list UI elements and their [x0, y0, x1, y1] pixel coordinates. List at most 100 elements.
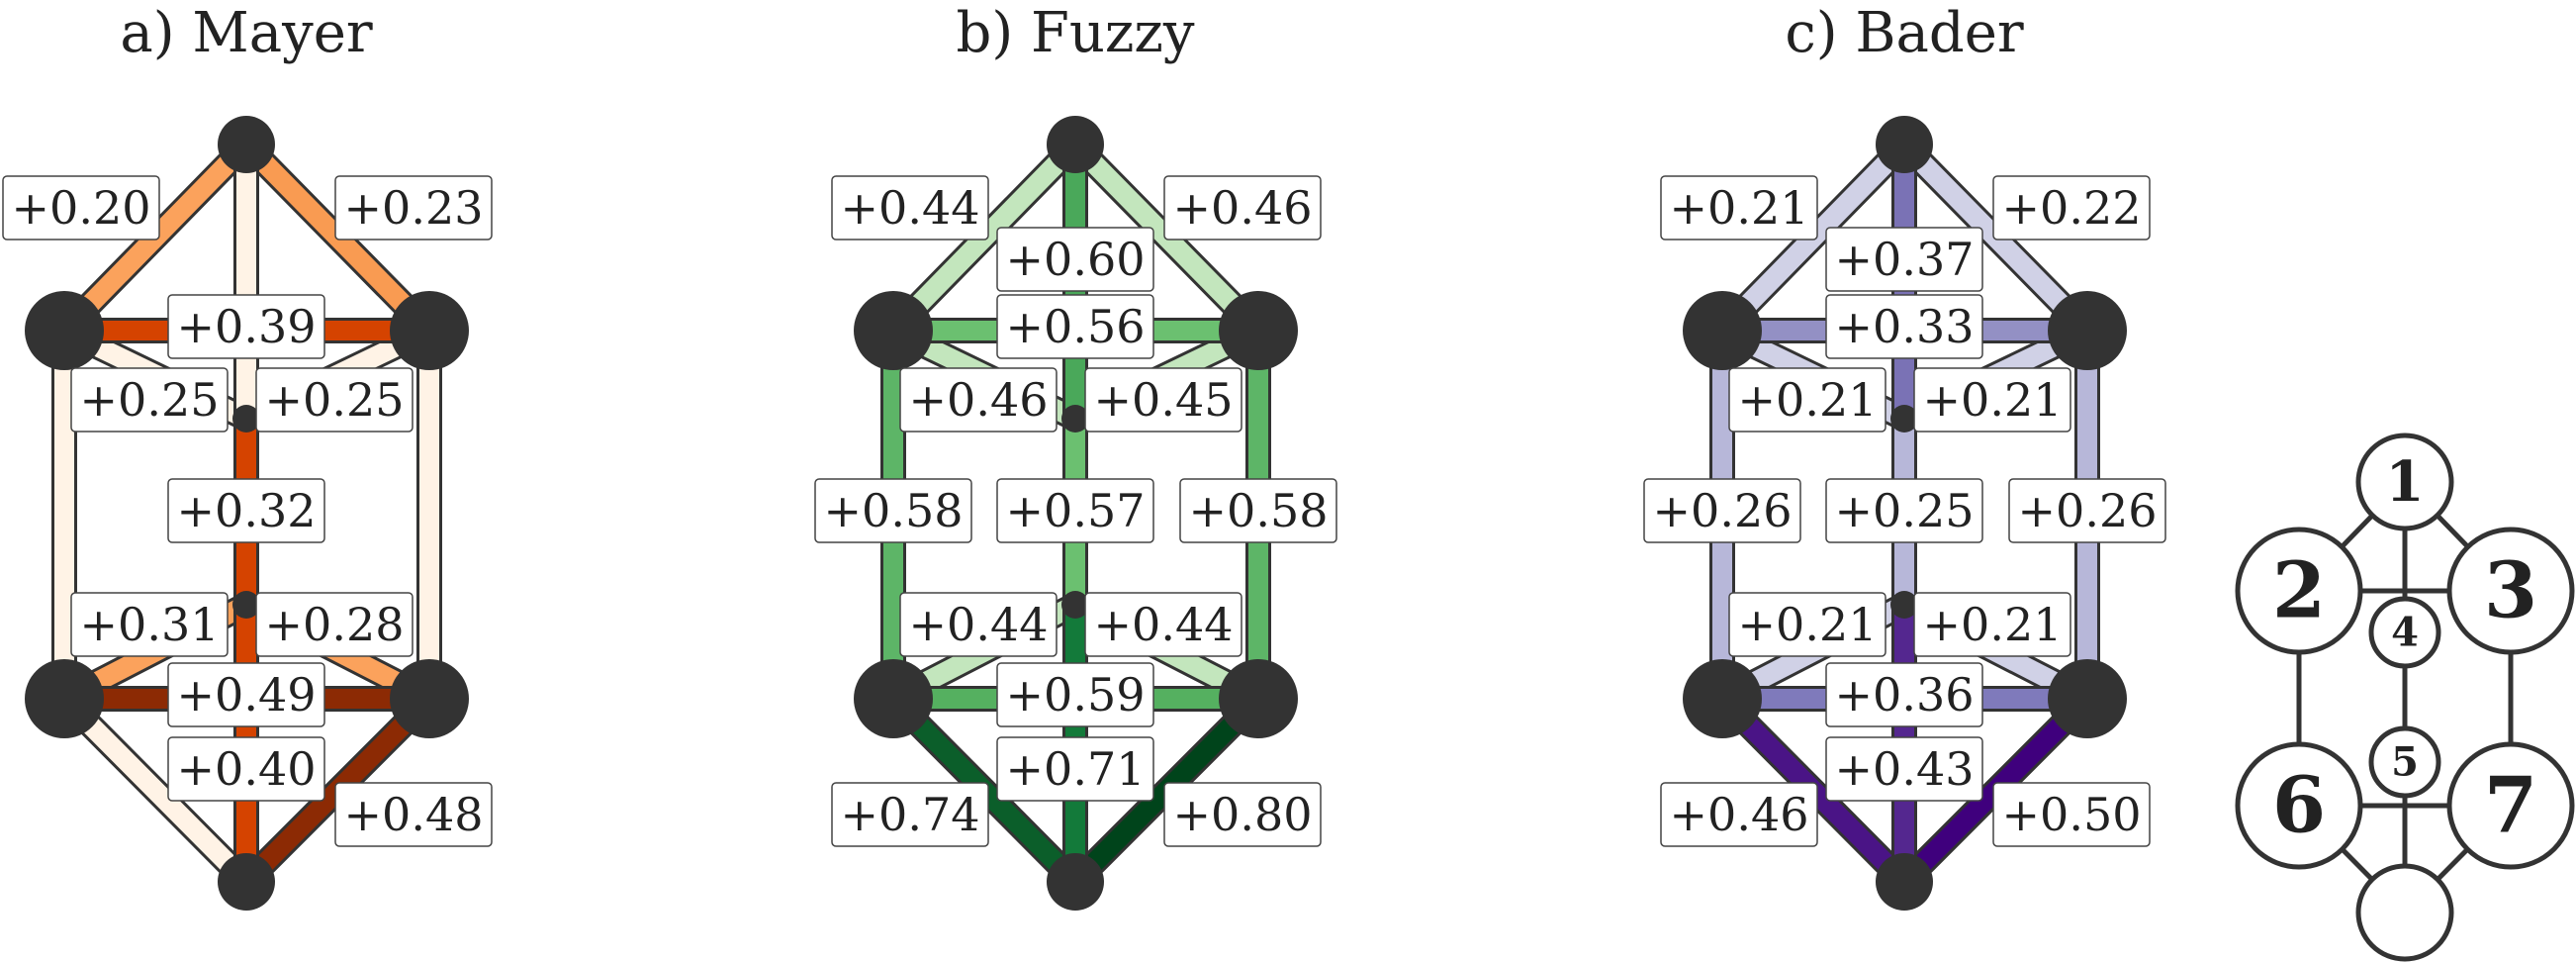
bond-label-text: +0.50 [2002, 788, 2142, 841]
bond-label-3-4: +0.25 [255, 367, 414, 433]
atom-3 [390, 291, 469, 370]
legend-atom-4: 4 [2368, 596, 2441, 669]
bond-label-text: +0.44 [909, 598, 1049, 651]
atom-4 [1890, 405, 1918, 433]
atom-8 [1047, 853, 1104, 911]
bond-label-text: +0.21 [1923, 598, 2063, 651]
bond-label-text: +0.58 [824, 484, 964, 537]
panel-bader: c) Bader+0.21 +0.22+0.37+0.33+0.21 +0.21+0… [1643, 1, 2166, 911]
atom-7 [1219, 659, 1298, 738]
bond-label-5-7: +0.44 [1084, 592, 1242, 657]
bond-label-3-7: +0.26 [2008, 478, 2166, 543]
bond-label-text: +0.49 [177, 668, 317, 722]
panel-title: b) Fuzzy [956, 1, 1194, 65]
atom-6 [854, 659, 933, 738]
bond-label-layer: +0.20 +0.23 +0.39 +0.25 +0.25 +0.32 +0.31 +0.28… [2, 175, 493, 847]
atom-7 [2048, 659, 2127, 738]
bond-label-6-8: +0.74 [831, 782, 989, 847]
bond-label-7-8: +0.50 [1992, 782, 2151, 847]
bond-label-2-3: +0.33 [1825, 294, 1983, 359]
bond-label-text: +0.40 [177, 742, 317, 796]
bond-label-4-5: +0.57 [996, 478, 1154, 543]
atom-3 [2048, 291, 2127, 370]
bond-label-5-8: +0.43 [1825, 736, 1983, 802]
bond-label-text: +0.80 [1173, 788, 1313, 841]
atom-6 [25, 659, 104, 738]
panel-title: a) Mayer [120, 1, 373, 65]
bond-label-text: +0.43 [1835, 742, 1975, 796]
panel-title: c) Bader [1785, 1, 2024, 65]
bond-label-text: +0.25 [265, 373, 405, 427]
bond-label-text: +0.45 [1094, 373, 1234, 427]
atom-1 [218, 116, 275, 173]
bond-label-1-2: +0.44 [831, 175, 989, 241]
bond-label-1-3: +0.46 [1163, 175, 1322, 241]
legend-atom-8 [2355, 863, 2454, 962]
atom-5 [1890, 591, 1918, 619]
bond-label-text: +0.74 [841, 788, 980, 841]
bond-label-6-7: +0.49 [167, 662, 325, 727]
legend-atom-label: 5 [2391, 739, 2419, 786]
bond-label-text: +0.25 [80, 373, 220, 427]
bond-label-text: +0.23 [344, 181, 484, 235]
atom-layer [25, 116, 469, 911]
atom-8 [218, 853, 275, 911]
bond-label-2-4: +0.25 [70, 367, 229, 433]
bond-label-1-4: +0.37 [1825, 227, 1983, 292]
bond-label-text: +0.21 [1738, 373, 1878, 427]
bond-label-4-5: +0.32 [167, 478, 325, 543]
bond-label-5-6: +0.44 [899, 592, 1058, 657]
bond-label-text: +0.60 [1006, 233, 1146, 286]
bond-label-6-8: +0.46 [1660, 782, 1818, 847]
bond-label-1-3: +0.22 [1992, 175, 2151, 241]
bond-label-text: +0.46 [1670, 788, 1809, 841]
atom-4 [1061, 405, 1089, 433]
bond-label-text: +0.59 [1006, 668, 1146, 722]
atom-7 [390, 659, 469, 738]
bond-label-text: +0.21 [1738, 598, 1878, 651]
bond-label-6-7: +0.36 [1825, 662, 1983, 727]
legend-atom-label: 1 [2386, 449, 2425, 515]
bond-label-text: +0.22 [2002, 181, 2142, 235]
bond-label-3-4: +0.45 [1084, 367, 1242, 433]
bond-label-2-3: +0.56 [996, 294, 1154, 359]
bond-label-2-6: +0.26 [1643, 478, 1801, 543]
legend-atom-1: 1 [2355, 433, 2454, 531]
bond-label-text: +0.25 [1835, 484, 1975, 537]
atom-1 [1876, 116, 1933, 173]
atom-2 [1683, 291, 1762, 370]
legend-atom-7: 7 [2446, 741, 2575, 870]
atom-2 [854, 291, 933, 370]
atom-8 [1876, 853, 1933, 911]
bond-label-text: +0.39 [177, 300, 317, 353]
atom-3 [1219, 291, 1298, 370]
bond-label-text: +0.36 [1835, 668, 1975, 722]
bond-label-7-8: +0.48 [334, 782, 493, 847]
bond-label-text: +0.33 [1835, 300, 1975, 353]
bond-label-text: +0.21 [1670, 181, 1809, 235]
bond-label-text: +0.56 [1006, 300, 1146, 353]
panel-fuzzy: b) Fuzzy+0.44 +0.46+0.60+0.56+0.46 +0.45+0… [814, 1, 1337, 911]
atom-4 [232, 405, 260, 433]
legend-atom-2: 2 [2235, 527, 2363, 655]
bond-label-4-5: +0.25 [1825, 478, 1983, 543]
bond-label-text: +0.26 [1653, 484, 1793, 537]
atom-5 [232, 591, 260, 619]
bond-label-text: +0.44 [1094, 598, 1234, 651]
panel-mayer: a) Mayer+0.20 +0.23+0.39+0.25 +0.25+0.32+0… [2, 1, 493, 911]
bond-label-5-6: +0.31 [70, 592, 229, 657]
bond-label-2-6: +0.58 [814, 478, 972, 543]
bond-label-text: +0.21 [1923, 373, 2063, 427]
bond-label-text: +0.48 [344, 788, 484, 841]
legend-atom-label: 2 [2272, 546, 2326, 636]
legend-atom-label: 4 [2391, 610, 2419, 656]
bond-label-text: +0.71 [1006, 742, 1146, 796]
legend-atom-3: 3 [2446, 527, 2575, 655]
atom-numbering-legend: 12 3 4 5 6 7 [2235, 433, 2575, 962]
bond-label-1-4: +0.60 [996, 227, 1154, 292]
bond-label-layer: +0.21 +0.22 +0.37 +0.33 +0.21 +0.21 +0.25 +0.26… [1643, 175, 2166, 847]
atom-layer [854, 116, 1298, 911]
bond-label-text: +0.28 [265, 598, 405, 651]
bond-label-text: +0.26 [2018, 484, 2158, 537]
bond-label-layer: +0.44 +0.46 +0.60 +0.56 +0.46 +0.45 +0.57 +0.58… [814, 175, 1337, 847]
